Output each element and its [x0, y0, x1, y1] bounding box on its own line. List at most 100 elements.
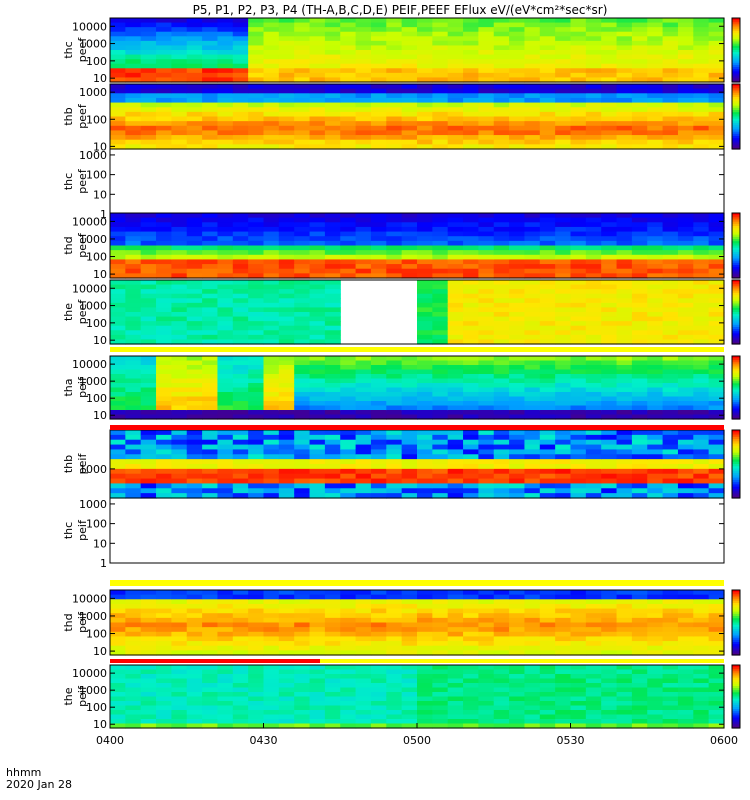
heatmap-cell — [693, 613, 710, 619]
heatmap-cell — [447, 54, 464, 60]
heatmap-cell — [585, 410, 602, 416]
heatmap-cell — [278, 650, 295, 656]
heatmap-cell — [278, 63, 295, 69]
heatmap-cell — [386, 264, 403, 270]
heatmap-cell — [662, 454, 679, 460]
heatmap-cell — [693, 378, 710, 384]
heatmap-cell — [309, 434, 326, 441]
heatmap-cell — [616, 284, 633, 290]
heatmap-cell — [186, 40, 203, 47]
heatmap-cell — [294, 434, 311, 441]
heatmap-cell — [186, 321, 203, 327]
heatmap-cell — [340, 608, 357, 614]
heatmap-cell — [386, 222, 403, 228]
colorbar-segment — [732, 605, 740, 608]
heatmap-cell — [539, 231, 556, 237]
heatmap-cell — [447, 488, 464, 494]
heatmap-cell — [585, 430, 602, 436]
heatmap-cell — [693, 144, 710, 150]
heatmap-cell — [125, 683, 142, 689]
heatmap-cell — [171, 650, 188, 656]
heatmap-cell — [539, 396, 556, 402]
heatmap-cell — [401, 144, 418, 150]
heatmap-cell — [125, 222, 142, 228]
heatmap-cell — [631, 590, 648, 596]
heatmap-cell — [616, 68, 633, 74]
heatmap-cell — [217, 213, 234, 219]
heatmap-cell — [125, 692, 142, 698]
heatmap-cell — [539, 264, 556, 270]
heatmap-cell — [263, 401, 280, 407]
heatmap-cell — [493, 374, 510, 380]
heatmap-cell — [463, 459, 479, 465]
heatmap-cell — [202, 696, 219, 702]
heatmap-cell — [493, 410, 510, 416]
heatmap-cell — [693, 705, 710, 711]
heatmap-cell — [324, 88, 341, 94]
heatmap-cell — [539, 339, 556, 345]
colorbar-segment — [732, 364, 740, 368]
heatmap-cell — [677, 268, 694, 274]
heatmap-cell — [524, 641, 541, 647]
heatmap-cell — [232, 356, 249, 362]
heatmap-cell — [708, 289, 725, 295]
heatmap-cell — [509, 464, 526, 470]
heatmap-cell — [355, 250, 372, 256]
heatmap-cell — [463, 705, 479, 711]
heatmap-cell — [555, 121, 572, 127]
heatmap-cell — [585, 627, 602, 633]
heatmap-cell — [217, 84, 234, 90]
heatmap-cell — [585, 449, 602, 455]
heatmap-cell — [524, 259, 541, 265]
heatmap-cell — [555, 439, 572, 446]
heatmap-cell — [524, 226, 541, 233]
heatmap-cell — [110, 405, 126, 411]
heatmap-cell — [355, 27, 372, 33]
colorbar-segment — [732, 719, 740, 723]
heatmap-cell — [294, 97, 311, 104]
heatmap-cell — [585, 226, 602, 233]
heatmap-cell — [140, 31, 157, 37]
heatmap-cell — [647, 392, 664, 398]
heatmap-cell — [248, 280, 265, 286]
heatmap-cell — [186, 464, 203, 470]
heatmap-cell — [278, 410, 295, 416]
colorbar-segment — [732, 73, 740, 77]
heatmap-cell — [570, 696, 587, 702]
heatmap-cell — [447, 392, 464, 398]
heatmap-cell — [110, 627, 126, 633]
heatmap-cell — [417, 31, 433, 37]
heatmap-cell — [432, 723, 449, 729]
heatmap-cell — [278, 710, 295, 716]
colorbar-segment — [732, 477, 740, 481]
heatmap-cell — [202, 468, 219, 475]
heatmap-cell — [478, 59, 495, 65]
heatmap-cell — [294, 102, 311, 108]
heatmap-cell — [294, 93, 311, 99]
heatmap-cell — [478, 102, 495, 108]
heatmap-cell — [110, 636, 126, 642]
heatmap-cell — [324, 273, 341, 279]
heatmap-cell — [217, 321, 234, 327]
heatmap-cell — [539, 665, 556, 671]
heatmap-cell — [570, 599, 587, 605]
heatmap-cell — [186, 59, 203, 65]
heatmap-cell — [156, 27, 172, 33]
heatmap-cell — [677, 383, 694, 389]
heatmap-cell — [248, 213, 265, 219]
heatmap-cell — [110, 594, 126, 600]
heatmap-cell — [662, 356, 679, 362]
heatmap-cell — [432, 392, 449, 398]
heatmap-cell — [263, 280, 280, 286]
heatmap-cell — [631, 293, 648, 299]
heatmap-cell — [631, 289, 648, 295]
heatmap-cell — [708, 705, 725, 711]
heatmap-cell — [478, 93, 495, 99]
heatmap-cell — [662, 434, 679, 441]
heatmap-cell — [125, 622, 142, 628]
heatmap-cell — [217, 687, 234, 693]
heatmap-cell — [463, 72, 479, 79]
heatmap-cell — [186, 692, 203, 698]
heatmap-cell — [217, 636, 234, 642]
heatmap-cell — [140, 599, 157, 605]
